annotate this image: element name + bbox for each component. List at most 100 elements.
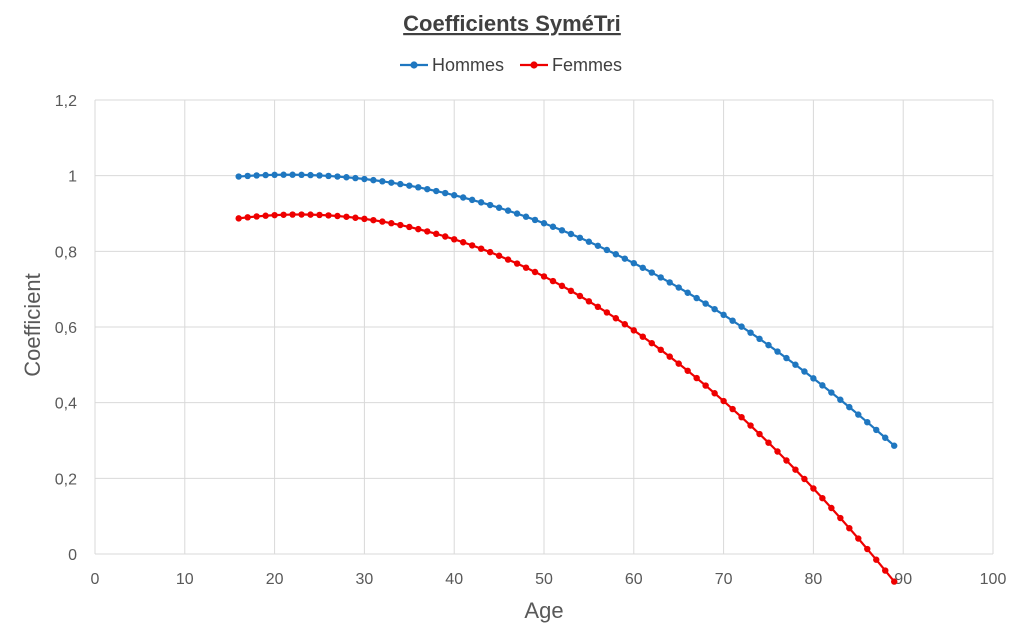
- data-point: [882, 567, 889, 574]
- data-point: [513, 210, 521, 217]
- data-point: [459, 239, 467, 246]
- data-point: [495, 252, 503, 259]
- data-point: [567, 287, 575, 295]
- legend-marker: [530, 61, 538, 69]
- data-point: [873, 556, 880, 563]
- data-point: [486, 248, 494, 256]
- data-point: [729, 317, 736, 324]
- data-point: [334, 173, 341, 180]
- data-point: [621, 255, 629, 262]
- data-point: [468, 196, 476, 204]
- data-point: [657, 346, 664, 354]
- data-point: [783, 457, 790, 464]
- x-tick-label: 50: [535, 571, 553, 588]
- data-point: [388, 179, 395, 186]
- y-tick-label: 0,6: [55, 320, 77, 337]
- data-point: [819, 494, 826, 502]
- data-point: [810, 375, 817, 382]
- data-point: [558, 227, 566, 234]
- data-point: [397, 180, 404, 188]
- data-point: [639, 333, 646, 340]
- data-point: [352, 174, 359, 182]
- x-tick-label: 10: [176, 571, 194, 588]
- data-point: [442, 233, 449, 240]
- legend-item-hommes: Hommes: [400, 55, 504, 75]
- data-point: [280, 211, 287, 218]
- data-point: [630, 259, 637, 267]
- data-point: [747, 329, 754, 336]
- data-point: [442, 189, 449, 197]
- data-point: [361, 215, 368, 223]
- data-point: [720, 311, 727, 319]
- data-point: [477, 245, 485, 252]
- legend-marker: [410, 61, 418, 69]
- data-point: [603, 309, 611, 316]
- data-point: [828, 389, 835, 396]
- data-point: [603, 246, 611, 254]
- data-point: [415, 184, 422, 191]
- x-tick-label: 30: [356, 571, 374, 588]
- legend-item-femmes: Femmes: [520, 55, 622, 75]
- data-point: [783, 354, 790, 362]
- data-point: [370, 216, 377, 224]
- data-point: [325, 212, 332, 219]
- data-point: [433, 187, 440, 195]
- series-line: [238, 213, 896, 583]
- data-point: [298, 211, 305, 218]
- data-point: [873, 426, 880, 434]
- data-point: [792, 466, 799, 473]
- data-point: [891, 442, 898, 449]
- data-point: [864, 418, 871, 426]
- data-point: [738, 323, 745, 330]
- data-point: [720, 397, 727, 405]
- data-point: [675, 360, 682, 367]
- data-point: [343, 213, 350, 220]
- legend: Hommes Femmes: [400, 55, 622, 75]
- data-point: [657, 274, 664, 281]
- data-point: [621, 321, 629, 328]
- data-point: [576, 292, 584, 300]
- data-point: [693, 294, 700, 302]
- x-tick-label: 80: [805, 571, 823, 588]
- data-point: [459, 194, 467, 201]
- x-tick-label: 20: [266, 571, 284, 588]
- data-point: [451, 236, 458, 243]
- data-point: [253, 213, 260, 220]
- data-point: [612, 251, 620, 258]
- data-point: [253, 172, 260, 179]
- data-point: [406, 223, 413, 231]
- data-point: [801, 475, 808, 483]
- data-point: [810, 485, 817, 492]
- data-point: [567, 230, 575, 238]
- series-hommes: [235, 171, 898, 449]
- gridlines: [94, 99, 994, 555]
- data-point: [891, 578, 898, 585]
- y-tick-label: 1,2: [55, 93, 77, 110]
- data-point: [307, 211, 314, 218]
- data-point: [522, 213, 530, 220]
- data-point: [433, 230, 440, 238]
- data-point: [648, 269, 655, 276]
- data-point: [244, 214, 251, 221]
- data-point: [576, 234, 584, 241]
- data-point: [702, 382, 709, 389]
- data-point: [711, 305, 718, 313]
- legend-label: Femmes: [552, 55, 622, 75]
- data-point: [504, 207, 512, 214]
- data-point: [837, 514, 844, 522]
- data-point: [522, 264, 530, 271]
- x-tick-label: 40: [445, 571, 463, 588]
- data-point: [684, 289, 691, 296]
- data-point: [531, 216, 539, 224]
- data-point: [477, 199, 485, 206]
- y-axis-ticks: 0 0,2 0,4 0,6 0,8 1 1,2: [55, 93, 77, 564]
- data-point: [837, 396, 844, 403]
- legend-label: Hommes: [432, 55, 504, 75]
- y-tick-label: 0,2: [55, 471, 77, 488]
- data-point: [415, 225, 422, 233]
- x-axis-label: Age: [524, 598, 563, 623]
- data-point: [343, 174, 350, 181]
- data-point: [316, 211, 323, 219]
- data-point: [406, 182, 413, 189]
